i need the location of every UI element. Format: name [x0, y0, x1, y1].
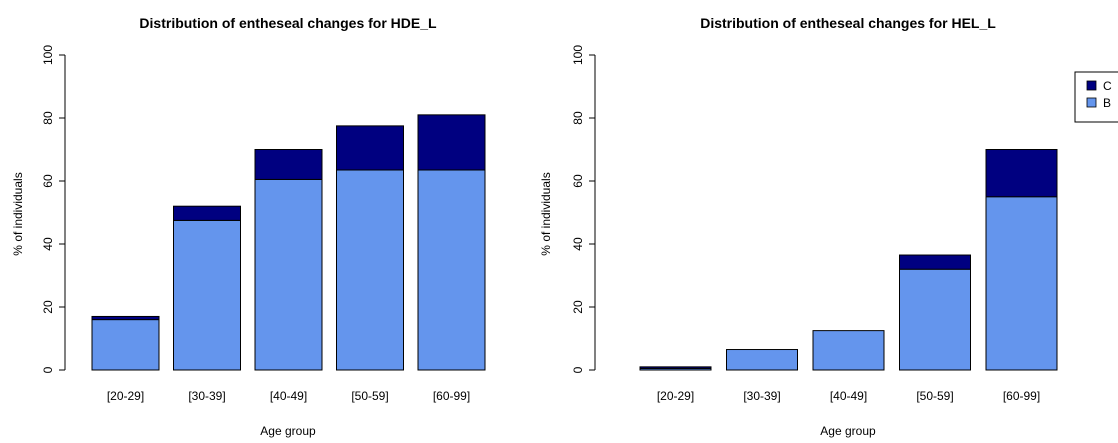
x-tick-label: [60-99]: [433, 389, 470, 403]
bar-segment-c: [985, 149, 1058, 198]
x-axis-label: Age group: [260, 424, 316, 438]
x-tick-label: [20-29]: [107, 389, 144, 403]
bar-segment-b: [173, 219, 241, 371]
y-axis: 0 20 40 60 80 100: [41, 45, 66, 373]
y-tick-label: 100: [571, 45, 585, 65]
y-tick-label: 20: [41, 300, 55, 314]
bar-segment-c: [899, 254, 971, 270]
x-tick-label: [30-39]: [188, 389, 225, 403]
legend-swatch-c: [1086, 80, 1097, 91]
y-tick-label: 100: [41, 45, 55, 65]
bar-segment-b: [899, 268, 971, 371]
legend-label-b: B: [1103, 96, 1111, 110]
legend-label-c: C: [1103, 79, 1112, 93]
y-axis-label: % of individuals: [539, 172, 553, 255]
bar-segment-c: [417, 114, 486, 171]
y-tick-label: 20: [571, 300, 585, 314]
legend-box: [1074, 71, 1118, 123]
x-tick-label: [50-59]: [351, 389, 388, 403]
bars: [91, 114, 486, 371]
y-tick-label: 0: [571, 366, 585, 373]
bar-segment-c: [336, 125, 404, 171]
y-tick-label: 40: [41, 237, 55, 251]
bar-segment-b: [91, 319, 160, 371]
y-tick-label: 0: [41, 366, 55, 373]
legend: C B: [1074, 71, 1118, 123]
y-tick-label: 80: [41, 111, 55, 125]
bar-segment-b: [417, 169, 486, 371]
x-tick-label: [50-59]: [916, 389, 953, 403]
bar-segment-b: [336, 169, 404, 371]
x-tick-label: [60-99]: [1003, 389, 1040, 403]
bar-segment-c: [639, 366, 712, 369]
y-tick-label: 80: [571, 111, 585, 125]
x-axis-label: Age group: [820, 424, 876, 438]
chart-title: Distribution of entheseal changes for HD…: [139, 15, 437, 31]
x-tick-label: [20-29]: [657, 389, 694, 403]
bar-segment-b: [254, 178, 323, 371]
chart-hde-l: Distribution of entheseal changes for HD…: [11, 15, 486, 438]
x-tick-label: [40-49]: [830, 389, 867, 403]
y-tick-label: 40: [571, 237, 585, 251]
bar-segment-c: [91, 315, 160, 321]
y-tick-label: 60: [571, 174, 585, 188]
bar-segment-b: [726, 349, 798, 371]
bar-segment-c: [173, 205, 241, 221]
y-tick-label: 60: [41, 174, 55, 188]
bar-segment-b: [812, 330, 885, 371]
x-axis-ticks: [20-29] [30-39] [40-49] [50-59] [60-99]: [657, 389, 1040, 403]
x-tick-label: [30-39]: [743, 389, 780, 403]
bar-segment-c: [254, 149, 323, 180]
chart-title: Distribution of entheseal changes for HE…: [700, 15, 996, 31]
x-tick-label: [40-49]: [270, 389, 307, 403]
y-axis: 0 20 40 60 80 100: [571, 45, 596, 373]
bar-segment-b: [985, 196, 1058, 371]
legend-swatch-b: [1086, 97, 1097, 108]
chart-hel-l: Distribution of entheseal changes for HE…: [539, 15, 1118, 438]
bars: [639, 149, 1058, 371]
y-axis-label: % of individuals: [11, 172, 25, 255]
x-axis-ticks: [20-29] [30-39] [40-49] [50-59] [60-99]: [107, 389, 470, 403]
